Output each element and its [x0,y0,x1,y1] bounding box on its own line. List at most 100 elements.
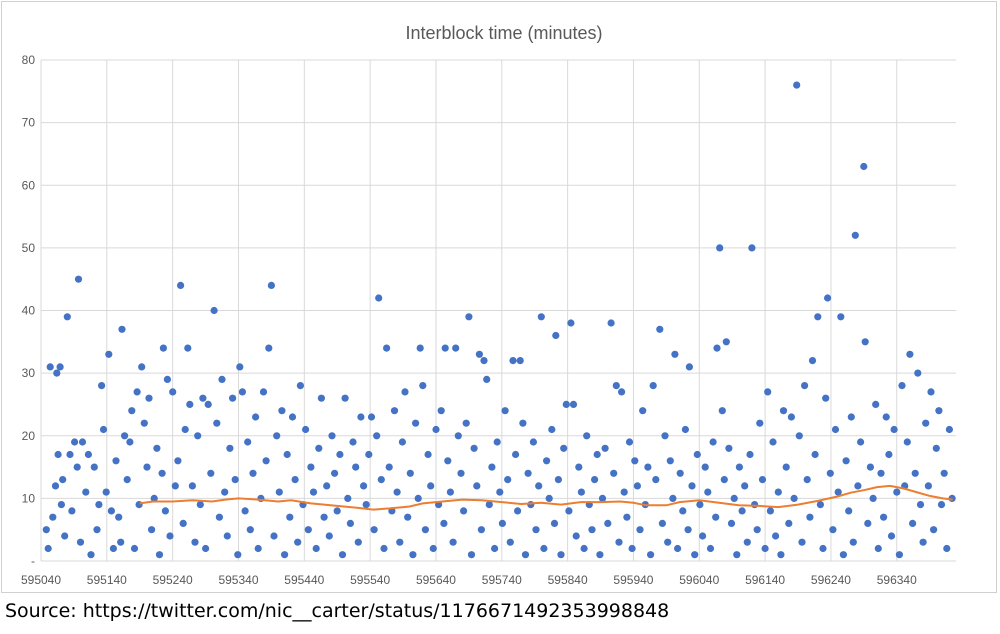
y-tick-label: 60 [22,178,36,192]
data-point [267,281,275,289]
data-point [291,476,299,484]
data-point [713,344,721,352]
data-point [380,544,388,553]
data-point [787,413,796,421]
data-point [59,476,67,484]
data-point [548,425,556,434]
data-point [210,306,218,315]
data-point [669,494,677,502]
data-point [159,344,167,352]
data-point [493,438,501,446]
data-point [196,501,204,509]
data-point [161,507,169,515]
data-point [452,344,460,352]
data-point [842,457,850,465]
data-point [44,544,52,553]
data-point [712,513,720,521]
data-point [593,450,601,459]
data-point [360,482,368,490]
data-point [696,501,704,509]
data-point [370,526,378,534]
data-point [223,532,231,540]
data-point [625,438,634,446]
data-point [529,438,538,446]
x-tick-label: 595240 [153,573,193,587]
data-point [691,551,699,559]
data-point [138,363,146,371]
y-tick-label: 80 [22,53,36,67]
data-point [398,438,406,446]
data-point [758,476,767,484]
data-point [188,482,196,490]
data-point [296,382,304,390]
data-point [661,432,669,440]
data-point [543,457,551,465]
data-point [766,507,775,515]
x-tick-label: 596340 [877,573,917,587]
data-point [816,501,825,509]
data-point [74,275,83,283]
x-tick-label: 596140 [745,573,785,587]
data-point [756,419,764,427]
data-point [930,526,938,534]
data-point [822,394,830,402]
data-point [385,463,393,471]
data-point [283,450,291,459]
data-point [281,551,289,559]
data-point [738,507,746,515]
data-point [735,463,744,471]
data-point [681,425,690,434]
data-point [704,488,712,496]
data-point [516,357,524,365]
data-point [317,394,325,402]
y-tick-label: 40 [22,304,36,318]
data-point [84,450,92,459]
data-point [460,507,468,515]
data-point [652,476,660,484]
data-point [560,444,568,452]
data-point [722,338,730,346]
y-tick-label: 70 [22,116,36,130]
data-point [63,313,71,321]
data-point [839,551,848,559]
data-point [927,388,935,396]
data-point [218,375,226,383]
data-point [186,400,194,408]
data-point [596,551,604,559]
data-point [504,476,512,484]
data-point [109,544,117,553]
data-point [498,519,506,528]
data-point [349,438,357,446]
data-point [554,476,563,484]
chart-frame: Interblock time (minutes) - 10 20 30 40 50 60 7… [1,1,997,593]
x-tick-label: 595140 [87,573,127,587]
data-point [95,501,103,509]
data-point [604,519,612,528]
data-point [252,413,260,421]
data-point [720,476,728,484]
data-point [685,363,694,371]
data-point [202,544,210,553]
data-point [701,463,709,471]
data-point [795,432,803,440]
data-point [532,526,540,534]
data-point [46,363,54,371]
data-point [911,469,919,477]
data-point [278,407,286,415]
data-point [565,507,573,515]
data-point [684,526,692,534]
data-point [275,488,283,496]
data-point [357,413,365,421]
data-point [906,350,914,358]
data-point [527,501,535,509]
data-point [234,551,242,559]
data-point [352,463,360,471]
data-point [847,413,855,421]
data-point [658,519,667,528]
data-point [383,344,391,352]
data-point [82,488,90,496]
data-point [421,526,429,534]
data-point [98,382,106,390]
data-point [854,482,862,490]
y-tick-label: - [31,554,35,568]
